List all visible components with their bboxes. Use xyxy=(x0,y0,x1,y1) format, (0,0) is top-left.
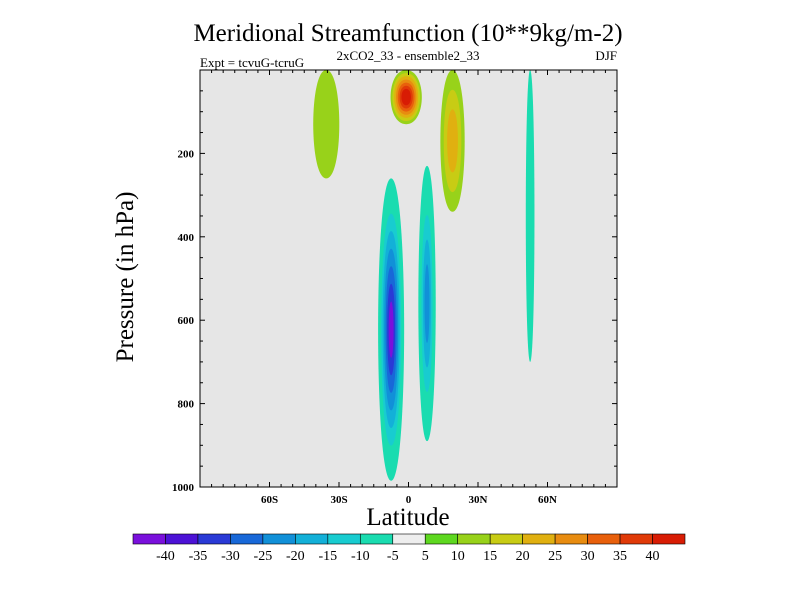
x-axis-label: Latitude xyxy=(366,504,449,531)
y-tick-label: 800 xyxy=(178,399,195,411)
chart-title: Meridional Streamfunction (10**9kg/m-2) xyxy=(193,20,622,47)
colorbar: -40 -35 -30 -25 -20 -15 -10 -5 5 10 15 20 25 30 35 40 xyxy=(132,533,686,564)
colorbar-label: -5 xyxy=(387,549,399,564)
colorbar-label: 5 xyxy=(422,549,429,564)
y-axis-label: Pressure (in hPa) xyxy=(112,192,139,363)
colorbar-box xyxy=(652,533,686,545)
x-tick-label: 0 xyxy=(406,494,412,506)
colorbar-label: -30 xyxy=(221,549,240,564)
contour-fills xyxy=(313,70,535,481)
y-tick-label: 200 xyxy=(178,148,195,160)
y-tick-label: 600 xyxy=(178,315,195,327)
colorbar-box xyxy=(327,533,361,545)
colorbar-box xyxy=(197,533,231,545)
x-axis-ticks: 60S 30S 0 30N 60N xyxy=(199,70,618,506)
colorbar-label: -25 xyxy=(254,549,273,564)
colorbar-label: 30 xyxy=(581,549,595,564)
chart-subtitle-right: DJF xyxy=(595,48,617,63)
plot-area xyxy=(199,69,618,488)
colorbar-box xyxy=(132,533,166,545)
y-tick-label: 1000 xyxy=(172,482,195,494)
colorbar-label: -10 xyxy=(351,549,370,564)
colorbar-label: -35 xyxy=(189,549,208,564)
colorbar-box xyxy=(359,533,394,545)
plot-background xyxy=(200,70,617,487)
colorbar-label: 10 xyxy=(451,549,465,564)
x-tick-label: 60S xyxy=(261,494,278,506)
colorbar-box xyxy=(554,533,588,545)
colorbar-box xyxy=(424,533,459,545)
colorbar-label: 25 xyxy=(548,549,562,564)
contour-region-5-level-0 xyxy=(525,70,535,362)
colorbar-box xyxy=(230,533,264,545)
contour-region-2-level-7 xyxy=(403,92,410,103)
x-tick-label: 60N xyxy=(538,494,557,506)
contour-region-1-level-4 xyxy=(424,264,430,343)
colorbar-box xyxy=(522,533,556,545)
colorbar-box xyxy=(392,533,426,545)
colorbar-label: -20 xyxy=(286,549,305,564)
x-tick-label: 30S xyxy=(330,494,347,506)
colorbar-box xyxy=(457,533,491,545)
colorbar-box xyxy=(619,533,653,545)
colorbar-box xyxy=(489,533,523,545)
colorbar-label: 15 xyxy=(483,549,497,564)
colorbar-box xyxy=(262,533,296,545)
chart-subtitle-left: Expt = tcvuG-tcruG xyxy=(200,55,304,70)
y-tick-label: 400 xyxy=(178,232,195,244)
contour-region-3-level-2 xyxy=(447,109,458,173)
contour-region-4-level-0 xyxy=(313,70,340,179)
colorbar-label: 40 xyxy=(646,549,660,564)
colorbar-box xyxy=(165,533,199,545)
colorbar-label: 20 xyxy=(516,549,530,564)
colorbar-label: 35 xyxy=(613,549,627,564)
chart-subtitle-center: 2xCO2_33 - ensemble2_33 xyxy=(337,48,480,63)
colorbar-label: -40 xyxy=(156,549,175,564)
x-tick-label: 30N xyxy=(469,494,488,506)
contour-region-0-level-7 xyxy=(388,301,394,358)
colorbar-box xyxy=(295,533,329,545)
colorbar-box xyxy=(587,533,621,545)
y-axis-ticks: 200 400 600 800 1000 xyxy=(172,69,617,494)
colorbar-label: -15 xyxy=(318,549,337,564)
